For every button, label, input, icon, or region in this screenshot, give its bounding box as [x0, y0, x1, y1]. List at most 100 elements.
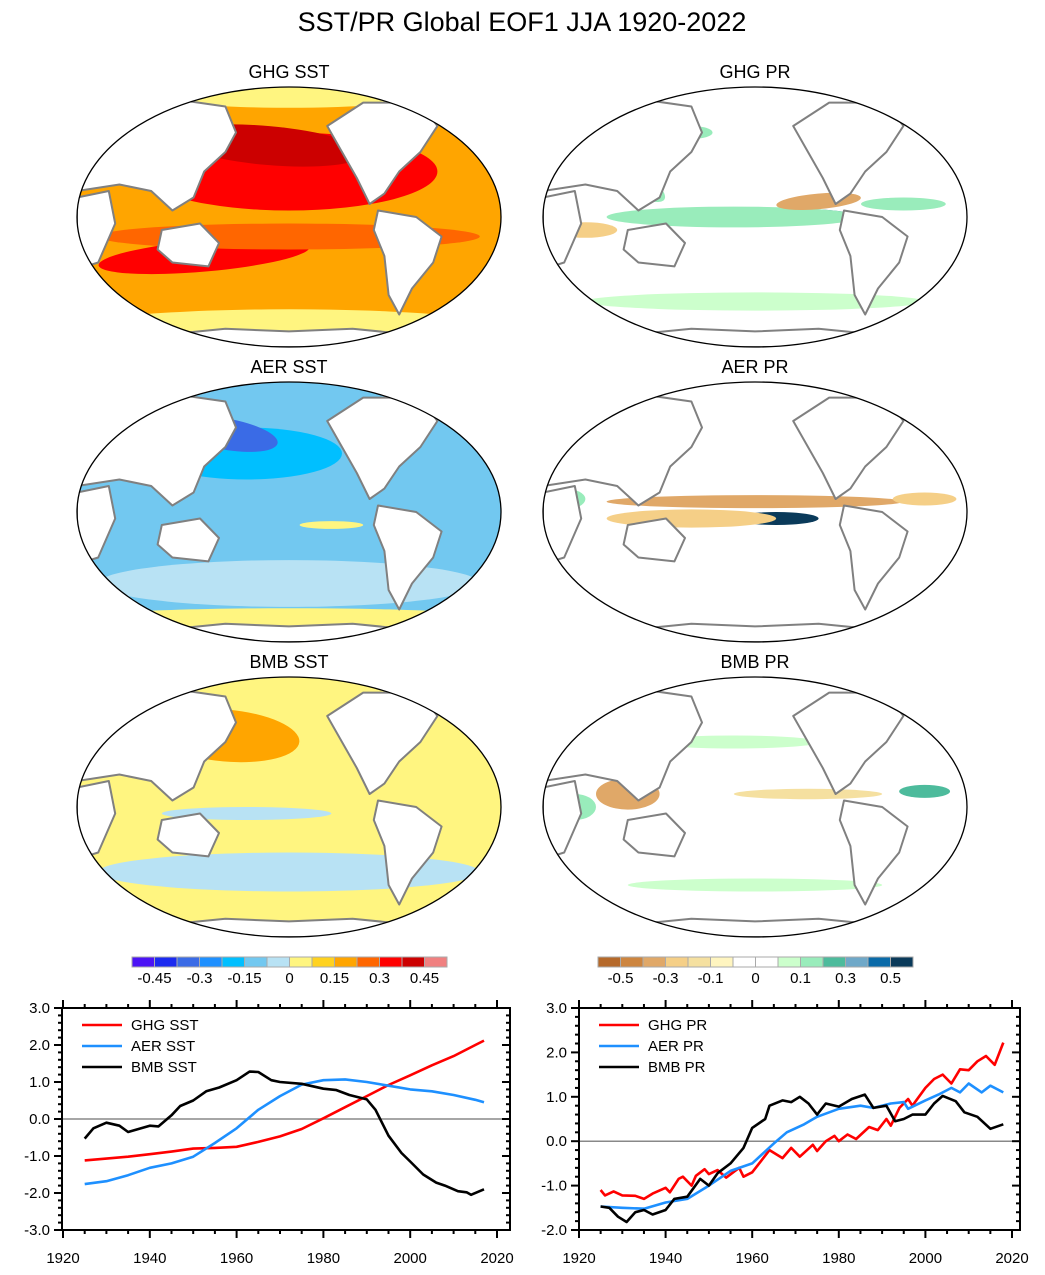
map-panel-bmb-sst: BMB SST	[76, 652, 502, 938]
land-outline	[838, 209, 909, 316]
land-outline	[637, 917, 873, 937]
time-series-chart-pr: 3.0 2.0 1.0 0.0 -1.0 -2.0 1920 1940 1960 1980 2000…	[541, 1000, 1029, 1267]
map-title: GHG SST	[248, 62, 329, 82]
land-outline	[622, 812, 686, 858]
land-outline	[543, 190, 583, 270]
x-tick-label: 1980	[307, 1250, 340, 1267]
map-title: BMB PR	[720, 652, 789, 672]
field-contour	[98, 852, 480, 892]
land-outline	[372, 209, 443, 316]
y-tick-label: -2.0	[541, 1222, 567, 1239]
colorbar-swatch	[356, 956, 380, 968]
x-tick-label: 2020	[480, 1250, 513, 1267]
x-tick-label: 2020	[995, 1250, 1028, 1267]
y-tick-label: -2.0	[24, 1185, 50, 1202]
y-tick-label: -1.0	[24, 1148, 50, 1165]
x-tick-label: 1980	[822, 1250, 855, 1267]
colorbar-sst: -0.45 -0.3 -0.15 0 0.15 0.3 0.45	[131, 956, 448, 987]
colorbar-label: 0.3	[835, 970, 856, 987]
colorbar-swatch	[597, 956, 621, 968]
y-tick-label: -3.0	[24, 1222, 50, 1239]
y-tick-label: 1.0	[546, 1089, 567, 1106]
land-outline	[77, 190, 117, 270]
land-outline	[838, 504, 909, 611]
colorbar-swatch	[822, 956, 846, 968]
x-tick-label: 1920	[562, 1250, 595, 1267]
land-outline	[622, 517, 686, 563]
land-outline	[622, 222, 686, 268]
colorbar-swatch	[620, 956, 644, 968]
figure-title: SST/PR Global EOF1 JJA 1920-2022	[298, 7, 747, 37]
colorbar-label: -0.15	[227, 970, 261, 987]
colorbar-swatch	[244, 956, 268, 968]
legend-label: BMB PR	[648, 1059, 706, 1076]
colorbar-label: -0.3	[187, 970, 213, 987]
colorbar-swatch	[154, 956, 178, 968]
colorbar-label: -0.1	[698, 970, 724, 987]
y-tick-label: -1.0	[541, 1178, 567, 1195]
series-line-bmb-sst	[83, 1070, 485, 1197]
x-tick-label: 1960	[736, 1250, 769, 1267]
colorbar-swatch	[642, 956, 666, 968]
colorbar-label: 0	[751, 970, 759, 987]
map-title: BMB SST	[249, 652, 328, 672]
plot-frame	[578, 1007, 1021, 1231]
land-outline	[77, 780, 117, 860]
x-tick-label: 2000	[394, 1250, 427, 1267]
x-tick-label: 1940	[133, 1250, 166, 1267]
field-contour	[98, 560, 480, 607]
colorbar-swatch	[800, 956, 824, 968]
map-field	[543, 87, 967, 347]
map-title: AER SST	[250, 357, 327, 377]
map-field	[543, 677, 967, 937]
map-border	[542, 86, 968, 348]
land-outline	[171, 327, 407, 347]
colorbar-swatch	[401, 956, 425, 968]
colorbar-swatch	[221, 956, 245, 968]
colorbar-label: 0.15	[320, 970, 349, 987]
colorbar-swatch	[732, 956, 756, 968]
land-outline	[637, 327, 873, 347]
colorbar-swatch	[710, 956, 734, 968]
legend-label: GHG PR	[648, 1017, 707, 1034]
series-line-bmb-pr	[600, 1093, 1004, 1224]
field-contour	[861, 197, 946, 211]
colorbar-label: 0.45	[410, 970, 439, 987]
colorbar-label: 0.1	[790, 970, 811, 987]
colorbar-label: 0.3	[369, 970, 390, 987]
time-series-chart-sst: 3.0 2.0 1.0 0.0 -1.0 -2.0 -3.0 1920 1940 1960 1980…	[24, 1000, 514, 1267]
map-panel-aer-sst: AER SST	[76, 357, 502, 643]
field-contour	[585, 292, 925, 311]
land-outline	[77, 485, 117, 565]
land-outline	[372, 504, 443, 611]
y-tick-label: 0.0	[546, 1133, 567, 1150]
map-panel-ghg-pr: GHG PR	[542, 62, 968, 348]
field-contour	[899, 784, 951, 798]
field-contour	[606, 206, 861, 228]
colorbar-label: 0	[285, 970, 293, 987]
y-tick-label: 2.0	[29, 1037, 50, 1054]
y-tick-label: 3.0	[29, 1000, 50, 1017]
field-contour	[299, 521, 364, 529]
colorbar-label: -0.5	[608, 970, 634, 987]
y-tick-label: 0.0	[29, 1111, 50, 1128]
series-line-aer-sst	[84, 1078, 485, 1186]
colorbar-pr: -0.5 -0.3 -0.1 0 0.1 0.3 0.5	[597, 956, 914, 987]
colorbar-swatch	[665, 956, 689, 968]
colorbar-swatch	[131, 956, 155, 968]
field-contour	[627, 878, 883, 892]
colorbar-swatch	[890, 956, 914, 968]
map-title: AER PR	[721, 357, 788, 377]
land-outline	[372, 799, 443, 906]
y-tick-label: 2.0	[546, 1044, 567, 1061]
land-outline	[543, 485, 583, 565]
colorbar-swatch	[687, 956, 711, 968]
x-tick-label: 1920	[46, 1250, 79, 1267]
series-line-ghg-sst	[84, 1039, 485, 1162]
map-panels: GHG SST GHG PR AER SST AER PR BMB SST BMB PR	[76, 62, 968, 938]
land-outline	[838, 799, 909, 906]
colorbar-label: 0.5	[880, 970, 901, 987]
map-field	[77, 87, 501, 347]
legend-label: GHG SST	[131, 1017, 199, 1034]
colorbar-swatch	[176, 956, 200, 968]
